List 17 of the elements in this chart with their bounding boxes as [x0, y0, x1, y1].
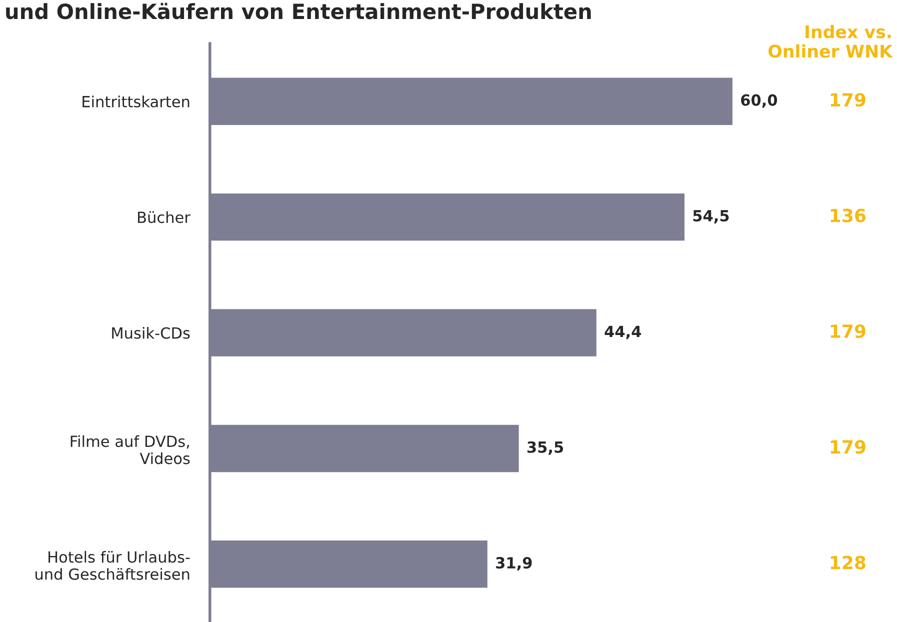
data-label: 44,4 [604, 326, 642, 340]
text: Index vs. Onliner WNK [768, 24, 894, 58]
text: 179 [830, 92, 866, 107]
y-tick-label: Bücher [138, 211, 190, 224]
y-tick-label: Musik-CDs [112, 326, 190, 339]
chart-title: und Online-Käufern von Entertainment-Produkten [6, 2, 591, 20]
text: 179 [830, 440, 866, 454]
y-tick-label: Hotels für Urlaubs- und Geschäftsreisen [36, 550, 190, 580]
text: 128 [830, 556, 866, 570]
y-tick-label: Filme auf DVDs, Videos [70, 435, 190, 464]
data-label: 60,0 [741, 94, 778, 108]
text: 136 [830, 208, 866, 222]
data-label: 31,9 [496, 557, 532, 571]
y-tick-label: Eintrittskarten [82, 96, 190, 108]
data-label: 54,5 [693, 210, 729, 224]
data-label: 35,5 [527, 441, 564, 455]
text: 179 [830, 324, 866, 338]
